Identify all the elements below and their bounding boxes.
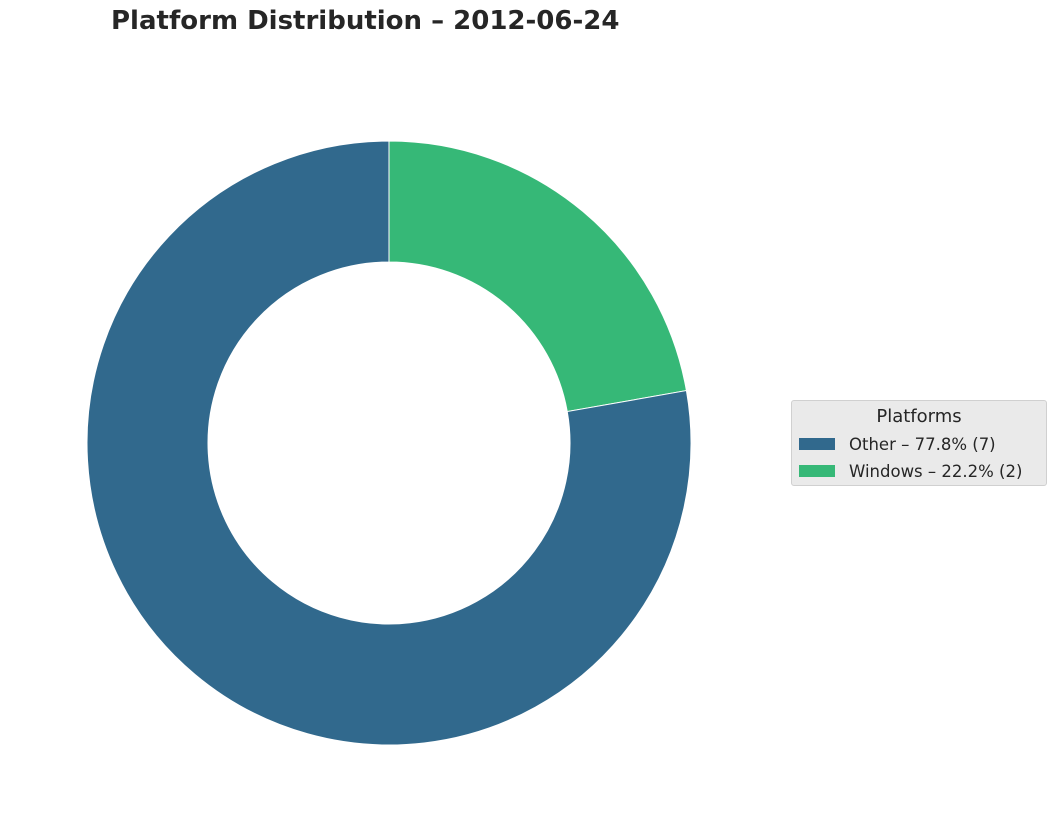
donut-slice-windows <box>388 140 687 413</box>
legend-swatch-windows <box>799 465 835 477</box>
chart-title: Platform Distribution – 2012-06-24 <box>111 6 620 36</box>
legend-label-windows: Windows – 22.2% (2) <box>849 461 1023 481</box>
legend-swatch-other <box>799 438 835 450</box>
legend-entry-other: Other – 77.8% (7) <box>799 433 996 455</box>
legend-title: Platforms <box>876 406 962 427</box>
legend: Platforms Other – 77.8% (7) Windows – 22… <box>791 400 1047 486</box>
donut-slice-other <box>86 140 692 746</box>
legend-label-other: Other – 77.8% (7) <box>849 434 996 454</box>
legend-entry-windows: Windows – 22.2% (2) <box>799 460 1022 482</box>
